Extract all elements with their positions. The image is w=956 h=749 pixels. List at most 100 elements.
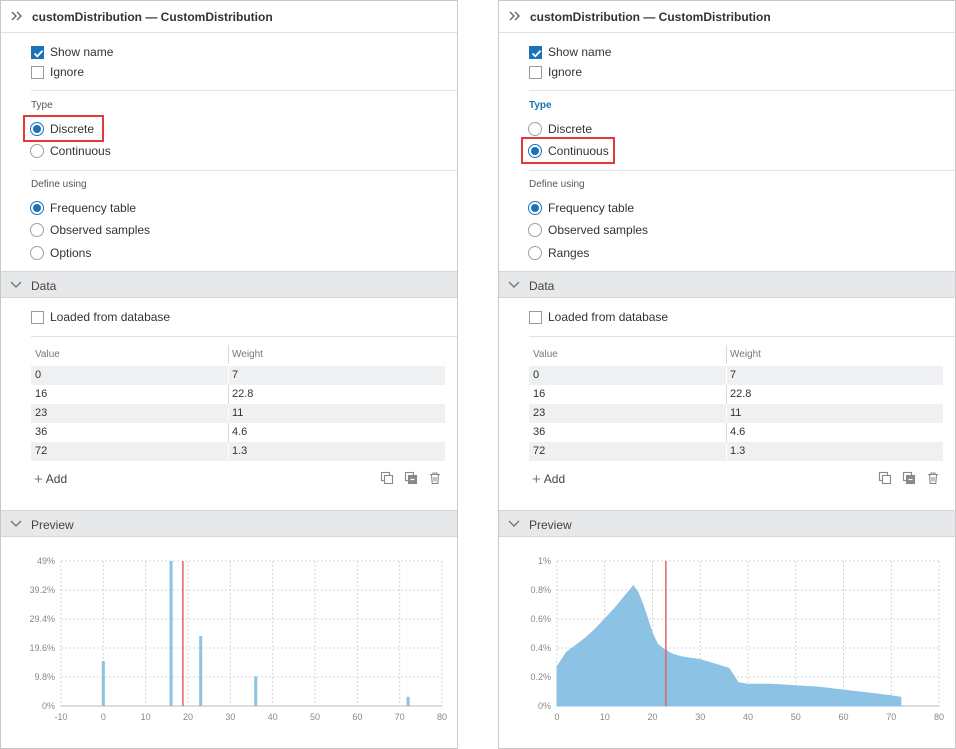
table-header: Value Weight (529, 345, 943, 364)
x-tick-label: 60 (352, 712, 362, 722)
cell-weight[interactable]: 1.3 (232, 445, 248, 457)
cell-value[interactable]: 16 (35, 388, 48, 400)
table-row[interactable]: 72 1.3 (529, 442, 943, 461)
define-option-frequency-table: Frequency table (50, 201, 137, 215)
table-row[interactable]: 16 22.8 (31, 385, 445, 404)
preview-chart: -10 0 10 20 30 40 50 60 70 80 0% 9.8% 19.6% 29.4% 39.2… (29, 556, 447, 722)
copy-icon[interactable] (878, 471, 892, 485)
x-tick-label: 30 (695, 712, 705, 722)
y-tick-label: 0.2% (530, 672, 551, 682)
divider (31, 170, 457, 171)
collapse-icon[interactable] (508, 9, 522, 23)
column-separator (228, 385, 229, 404)
x-tick-label: -10 (54, 712, 67, 722)
cell-value[interactable]: 36 (533, 426, 546, 438)
preview-section-title: Preview (529, 518, 572, 532)
cell-weight[interactable]: 7 (232, 369, 239, 381)
table-row[interactable]: 23 11 (529, 404, 943, 423)
x-tick-label: 50 (791, 712, 801, 722)
cell-weight[interactable]: 1.3 (730, 445, 746, 457)
show-name-checkbox[interactable] (31, 46, 44, 59)
copy-icon[interactable] (380, 471, 394, 485)
column-separator (228, 404, 229, 423)
show-name-checkbox[interactable] (529, 46, 542, 59)
divider (31, 90, 457, 91)
cell-value[interactable]: 16 (533, 388, 546, 400)
x-tick-label: 0 (101, 712, 106, 722)
delete-icon[interactable] (926, 471, 940, 485)
cell-value[interactable]: 36 (35, 426, 48, 438)
cell-value[interactable]: 23 (35, 407, 48, 419)
cell-value[interactable]: 72 (35, 445, 48, 457)
divider (529, 336, 955, 337)
chevron-down-icon (10, 520, 22, 527)
collapse-icon[interactable] (10, 9, 24, 23)
preview-section-header[interactable]: Preview (1, 510, 457, 537)
cell-value[interactable]: 0 (35, 369, 42, 381)
cell-weight[interactable]: 22.8 (730, 388, 752, 400)
x-tick-label: 80 (437, 712, 447, 722)
type-label: Type (529, 100, 552, 111)
cell-weight[interactable]: 11 (232, 407, 244, 419)
table-row[interactable]: 23 11 (31, 404, 445, 423)
cell-weight[interactable]: 11 (730, 407, 742, 419)
type-radio-discrete[interactable] (528, 122, 542, 136)
show-name-label: Show name (50, 45, 114, 59)
delete-icon[interactable] (428, 471, 442, 485)
y-tick-label: 0% (42, 701, 55, 711)
type-option-discrete: Discrete (548, 122, 593, 136)
table-row[interactable]: 16 22.8 (529, 385, 943, 404)
column-header-weight: Weight (730, 349, 761, 360)
column-separator (726, 442, 727, 461)
define-option-options: Options (50, 246, 92, 260)
paste-icon[interactable] (902, 471, 916, 485)
cell-weight[interactable]: 4.6 (730, 426, 746, 438)
preview-section-header[interactable]: Preview (499, 510, 955, 537)
cell-value[interactable]: 72 (533, 445, 546, 457)
cell-weight[interactable]: 7 (730, 369, 737, 381)
table-row[interactable]: 36 4.6 (529, 423, 943, 442)
x-tick-label: 70 (886, 712, 896, 722)
define-radio-observed-samples[interactable] (528, 223, 542, 237)
divider (499, 32, 955, 33)
define-radio-frequency-table[interactable] (30, 201, 44, 215)
cell-value[interactable]: 23 (533, 407, 546, 419)
table-row[interactable]: 72 1.3 (31, 442, 445, 461)
paste-icon[interactable] (404, 471, 418, 485)
panel-title: customDistribution — CustomDistribution (32, 10, 273, 24)
add-label: Add (543, 472, 566, 486)
define-radio-frequency-table[interactable] (528, 201, 542, 215)
column-header-value: Value (533, 349, 558, 360)
define-radio-ranges[interactable] (528, 246, 542, 260)
data-section-header[interactable]: Data (499, 271, 955, 298)
add-row-button[interactable]: + Add (532, 470, 566, 488)
type-radio-discrete[interactable] (30, 122, 44, 136)
loaded-from-database-checkbox[interactable] (31, 311, 44, 324)
define-radio-options[interactable] (30, 246, 44, 260)
cell-weight[interactable]: 4.6 (232, 426, 248, 438)
define-option-observed-samples: Observed samples (50, 223, 151, 237)
divider (1, 32, 457, 33)
ignore-checkbox[interactable] (529, 66, 542, 79)
x-tick-label: 80 (934, 712, 944, 722)
loaded-from-database-checkbox[interactable] (529, 311, 542, 324)
type-radio-continuous[interactable] (30, 144, 44, 158)
define-radio-observed-samples[interactable] (30, 223, 44, 237)
column-separator (726, 385, 727, 404)
column-separator (726, 345, 727, 364)
cell-value[interactable]: 0 (533, 369, 540, 381)
type-radio-continuous[interactable] (528, 144, 542, 158)
table-row[interactable]: 36 4.6 (31, 423, 445, 442)
chevron-down-icon (508, 281, 520, 288)
preview-chart: 0 10 20 30 40 50 60 70 80 0% 0.2% 0.4% 0.6% 0.8% 1% (530, 556, 944, 722)
cell-weight[interactable]: 22.8 (232, 388, 254, 400)
add-row-button[interactable]: + Add (34, 470, 68, 488)
x-tick-label: 20 (647, 712, 657, 722)
bar (254, 676, 258, 706)
x-tick-label: 0 (554, 712, 559, 722)
data-section-header[interactable]: Data (1, 271, 457, 298)
add-label: Add (45, 472, 68, 486)
ignore-checkbox[interactable] (31, 66, 44, 79)
